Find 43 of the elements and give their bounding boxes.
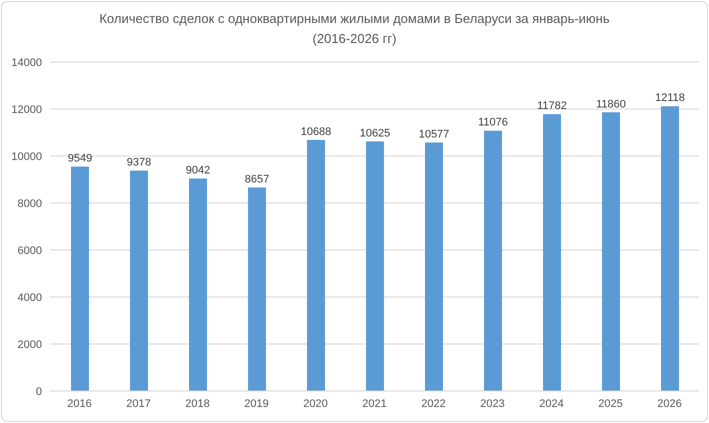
bar xyxy=(543,114,561,391)
x-tick-label: 2025 xyxy=(598,398,623,410)
y-tick-label: 10000 xyxy=(11,150,42,163)
data-label: 10577 xyxy=(418,128,450,140)
bar xyxy=(189,178,207,391)
y-tick-label: 8000 xyxy=(18,198,42,210)
y-tick-label: 2000 xyxy=(18,338,42,351)
x-tick-label: 2017 xyxy=(126,398,151,410)
y-tick-label: 12000 xyxy=(11,104,42,116)
chart-title: Количество сделок с одноквартирными жилыми домами в Беларуси за январь-июнь xyxy=(98,10,611,28)
data-label: 11076 xyxy=(478,116,508,129)
data-label: 9549 xyxy=(68,152,92,165)
x-tick-label: 2023 xyxy=(480,398,505,410)
x-tick-label: 2018 xyxy=(185,398,210,410)
y-tick-label: 6000 xyxy=(18,244,42,257)
bar xyxy=(71,166,89,391)
x-tick-label: 2016 xyxy=(67,398,92,410)
x-tick-label: 2019 xyxy=(244,398,269,410)
data-label: 9378 xyxy=(126,156,152,169)
bar xyxy=(484,130,502,391)
x-tick-label: 2021 xyxy=(362,398,387,410)
data-label: 10625 xyxy=(360,127,390,140)
bar xyxy=(366,141,384,391)
x-tick-label: 2020 xyxy=(303,398,328,410)
bar xyxy=(602,112,620,391)
bar xyxy=(661,106,679,391)
y-tick-label: 14000 xyxy=(11,56,42,69)
y-tick-label: 0 xyxy=(36,386,42,398)
bar xyxy=(307,140,325,391)
data-label: 11860 xyxy=(596,98,626,110)
data-label: 8657 xyxy=(244,174,270,186)
data-label: 10688 xyxy=(300,126,332,138)
bar xyxy=(130,170,148,391)
data-label: 9042 xyxy=(186,164,210,177)
y-tick-label: 4000 xyxy=(18,292,42,304)
x-tick-label: 2026 xyxy=(657,398,682,410)
chart-subtitle: (2016-2026 гг) xyxy=(312,30,398,48)
bar xyxy=(425,142,443,391)
data-label: 11782 xyxy=(537,100,567,112)
x-tick-label: 2024 xyxy=(539,398,564,410)
data-label: 12118 xyxy=(655,92,685,104)
bar xyxy=(248,188,266,391)
x-tick-label: 2022 xyxy=(421,398,446,410)
